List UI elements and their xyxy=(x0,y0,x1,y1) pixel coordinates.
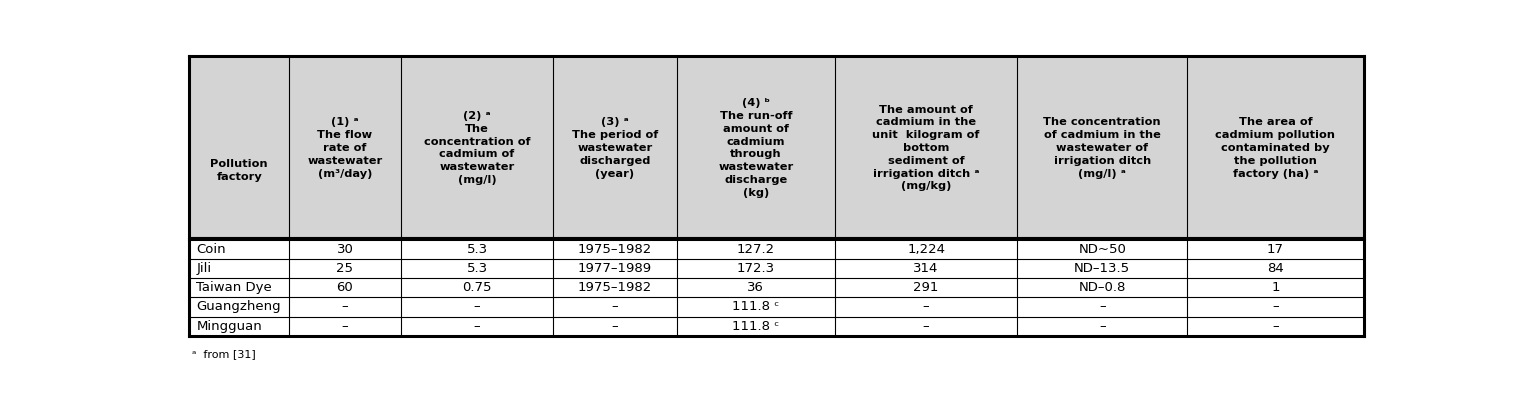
Text: 30: 30 xyxy=(336,243,353,256)
Bar xyxy=(189,317,1364,336)
Bar xyxy=(189,259,1364,278)
Text: 111.8 ᶜ: 111.8 ᶜ xyxy=(732,300,780,314)
Text: –: – xyxy=(1098,300,1106,314)
Text: 1975–1982: 1975–1982 xyxy=(577,243,651,256)
Text: (1) ᵃ
The flow
rate of
wastewater
(m³/day): (1) ᵃ The flow rate of wastewater (m³/da… xyxy=(308,117,383,178)
Text: 1,224: 1,224 xyxy=(907,243,945,256)
Text: ND~50: ND~50 xyxy=(1079,243,1126,256)
Text: (2) ᵃ
The
concentration of
cadmium of
wastewater
(mg/l): (2) ᵃ The concentration of cadmium of wa… xyxy=(424,111,530,185)
Text: 314: 314 xyxy=(914,262,939,275)
Text: 84: 84 xyxy=(1267,262,1283,275)
Text: –: – xyxy=(923,320,929,333)
Text: 5.3: 5.3 xyxy=(467,262,488,275)
Text: –: – xyxy=(342,320,348,333)
Text: The area of
cadmium pollution
contaminated by
the pollution
factory (ha) ᵃ: The area of cadmium pollution contaminat… xyxy=(1215,117,1335,178)
Text: 60: 60 xyxy=(336,281,353,294)
Text: –: – xyxy=(612,300,618,314)
Text: –: – xyxy=(342,300,348,314)
Text: ND–13.5: ND–13.5 xyxy=(1074,262,1130,275)
Text: Coin: Coin xyxy=(197,243,226,256)
Text: The concentration
of cadmium in the
wastewater of
irrigation ditch
(mg/l) ᵃ: The concentration of cadmium in the wast… xyxy=(1044,117,1160,178)
Text: –: – xyxy=(474,320,480,333)
Text: (3) ᵃ
The period of
wastewater
discharged
(year): (3) ᵃ The period of wastewater discharge… xyxy=(571,117,658,178)
Text: 1977–1989: 1977–1989 xyxy=(577,262,651,275)
Text: 17: 17 xyxy=(1267,243,1283,256)
Text: 111.8 ᶜ: 111.8 ᶜ xyxy=(732,320,780,333)
Bar xyxy=(189,278,1364,297)
Text: Guangzheng: Guangzheng xyxy=(197,300,282,314)
Text: ND–0.8: ND–0.8 xyxy=(1079,281,1126,294)
Text: 5.3: 5.3 xyxy=(467,243,488,256)
Text: ᵃ  from [31]: ᵃ from [31] xyxy=(192,349,256,359)
Text: 291: 291 xyxy=(914,281,939,294)
Bar xyxy=(189,239,1364,259)
Text: –: – xyxy=(923,300,929,314)
Text: 1: 1 xyxy=(1271,281,1280,294)
Text: Jili: Jili xyxy=(197,262,212,275)
Text: –: – xyxy=(474,300,480,314)
Text: 36: 36 xyxy=(747,281,765,294)
Text: 127.2: 127.2 xyxy=(736,243,776,256)
Bar xyxy=(189,56,1364,239)
Text: 0.75: 0.75 xyxy=(462,281,492,294)
Text: 25: 25 xyxy=(336,262,353,275)
Text: –: – xyxy=(1098,320,1106,333)
Text: –: – xyxy=(612,320,618,333)
Text: (4) ᵇ
The run-off
amount of
cadmium
through
wastewater
discharge
(kg): (4) ᵇ The run-off amount of cadmium thro… xyxy=(718,98,794,198)
Text: 1975–1982: 1975–1982 xyxy=(577,281,651,294)
Text: Taiwan Dye: Taiwan Dye xyxy=(197,281,273,294)
Text: Pollution
factory: Pollution factory xyxy=(211,159,268,182)
Text: Mingguan: Mingguan xyxy=(197,320,262,333)
Text: 172.3: 172.3 xyxy=(736,262,776,275)
Bar xyxy=(189,297,1364,317)
Text: –: – xyxy=(1273,300,1279,314)
Text: –: – xyxy=(1273,320,1279,333)
Text: The amount of
cadmium in the
unit  kilogram of
bottom
sediment of
irrigation dit: The amount of cadmium in the unit kilogr… xyxy=(873,105,980,191)
